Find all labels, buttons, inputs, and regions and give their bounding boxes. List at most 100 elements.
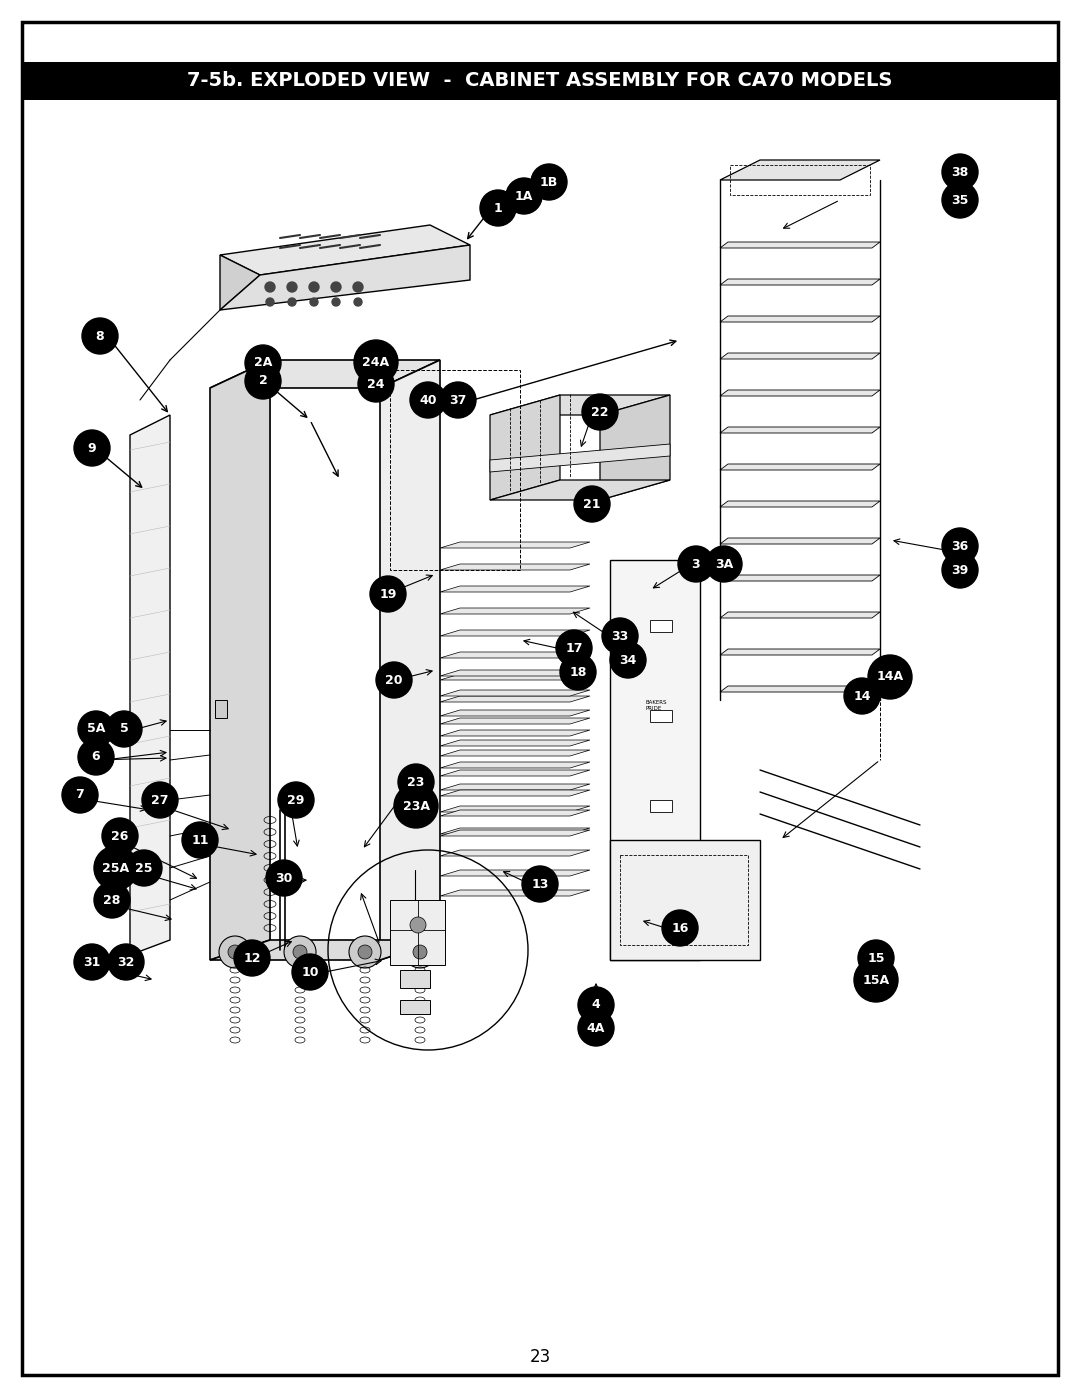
Circle shape xyxy=(82,319,118,353)
Text: 5: 5 xyxy=(120,722,129,735)
Text: 19: 19 xyxy=(379,588,396,601)
Bar xyxy=(620,855,748,944)
Polygon shape xyxy=(720,390,880,395)
Text: 8: 8 xyxy=(96,330,105,342)
Circle shape xyxy=(278,782,314,819)
Polygon shape xyxy=(720,316,880,321)
Text: 26: 26 xyxy=(111,830,129,842)
Text: 36: 36 xyxy=(951,539,969,552)
Circle shape xyxy=(349,936,381,968)
Circle shape xyxy=(292,954,328,990)
Circle shape xyxy=(868,655,912,698)
Polygon shape xyxy=(490,395,561,500)
Text: 37: 37 xyxy=(449,394,467,407)
Text: 3A: 3A xyxy=(715,557,733,570)
Polygon shape xyxy=(440,890,590,895)
Polygon shape xyxy=(440,585,590,592)
Text: 7-5b. EXPLODED VIEW  -  CABINET ASSEMBLY FOR CA70 MODELS: 7-5b. EXPLODED VIEW - CABINET ASSEMBLY F… xyxy=(187,71,893,91)
Text: 11: 11 xyxy=(191,834,208,847)
Polygon shape xyxy=(610,840,760,960)
Polygon shape xyxy=(440,849,590,856)
Bar xyxy=(650,710,672,722)
Text: 29: 29 xyxy=(287,793,305,806)
Text: 4A: 4A xyxy=(586,1021,605,1035)
Polygon shape xyxy=(440,710,590,717)
Circle shape xyxy=(330,282,341,292)
Circle shape xyxy=(183,821,218,858)
Polygon shape xyxy=(210,940,440,960)
Text: 20: 20 xyxy=(386,673,403,686)
Polygon shape xyxy=(440,806,590,812)
Circle shape xyxy=(561,654,596,690)
Polygon shape xyxy=(490,395,670,415)
Text: 1A: 1A xyxy=(515,190,534,203)
Text: 35: 35 xyxy=(951,194,969,207)
Polygon shape xyxy=(440,671,590,676)
Circle shape xyxy=(228,944,242,958)
Text: 30: 30 xyxy=(275,872,293,884)
Circle shape xyxy=(94,847,138,890)
Polygon shape xyxy=(440,690,590,696)
Bar xyxy=(22,61,1058,101)
Circle shape xyxy=(942,154,978,190)
Circle shape xyxy=(354,298,362,306)
Text: 7: 7 xyxy=(76,788,84,802)
Circle shape xyxy=(706,546,742,583)
Polygon shape xyxy=(440,810,590,816)
Circle shape xyxy=(404,936,436,968)
Text: 25A: 25A xyxy=(103,862,130,875)
Polygon shape xyxy=(220,225,470,275)
Text: 24A: 24A xyxy=(363,355,390,369)
Polygon shape xyxy=(720,353,880,359)
Circle shape xyxy=(370,576,406,612)
Bar xyxy=(215,700,227,718)
Polygon shape xyxy=(720,686,880,692)
Polygon shape xyxy=(720,538,880,543)
Polygon shape xyxy=(490,481,670,500)
Circle shape xyxy=(942,528,978,564)
Circle shape xyxy=(309,282,319,292)
Circle shape xyxy=(410,381,446,418)
Polygon shape xyxy=(440,784,590,789)
Polygon shape xyxy=(490,444,670,472)
Polygon shape xyxy=(210,360,440,388)
Circle shape xyxy=(399,764,434,800)
Circle shape xyxy=(354,339,399,384)
Polygon shape xyxy=(720,161,880,180)
Text: 5A: 5A xyxy=(86,722,105,735)
Circle shape xyxy=(602,617,638,654)
Circle shape xyxy=(310,298,318,306)
Circle shape xyxy=(245,363,281,400)
Polygon shape xyxy=(440,828,590,834)
Polygon shape xyxy=(720,502,880,507)
Circle shape xyxy=(578,1010,615,1046)
Polygon shape xyxy=(600,395,670,500)
Polygon shape xyxy=(720,576,880,581)
Circle shape xyxy=(394,784,438,828)
Circle shape xyxy=(573,486,610,522)
Circle shape xyxy=(942,552,978,588)
Text: 2: 2 xyxy=(258,374,268,387)
Circle shape xyxy=(376,662,411,698)
Polygon shape xyxy=(440,770,590,775)
Polygon shape xyxy=(720,279,880,285)
Circle shape xyxy=(507,177,542,214)
Text: 10: 10 xyxy=(301,965,319,978)
Text: 1: 1 xyxy=(494,201,502,215)
Text: 6: 6 xyxy=(92,750,100,764)
Circle shape xyxy=(102,819,138,854)
Bar xyxy=(400,970,430,988)
Circle shape xyxy=(942,182,978,218)
Text: 13: 13 xyxy=(531,877,549,890)
Polygon shape xyxy=(220,244,470,310)
Circle shape xyxy=(522,866,558,902)
Polygon shape xyxy=(220,256,260,310)
Circle shape xyxy=(75,944,110,981)
Circle shape xyxy=(480,190,516,226)
Circle shape xyxy=(582,394,618,430)
Text: 24: 24 xyxy=(367,377,384,391)
Bar xyxy=(650,620,672,631)
Bar xyxy=(400,1000,430,1014)
Text: 14A: 14A xyxy=(877,671,904,683)
Circle shape xyxy=(854,958,897,1002)
